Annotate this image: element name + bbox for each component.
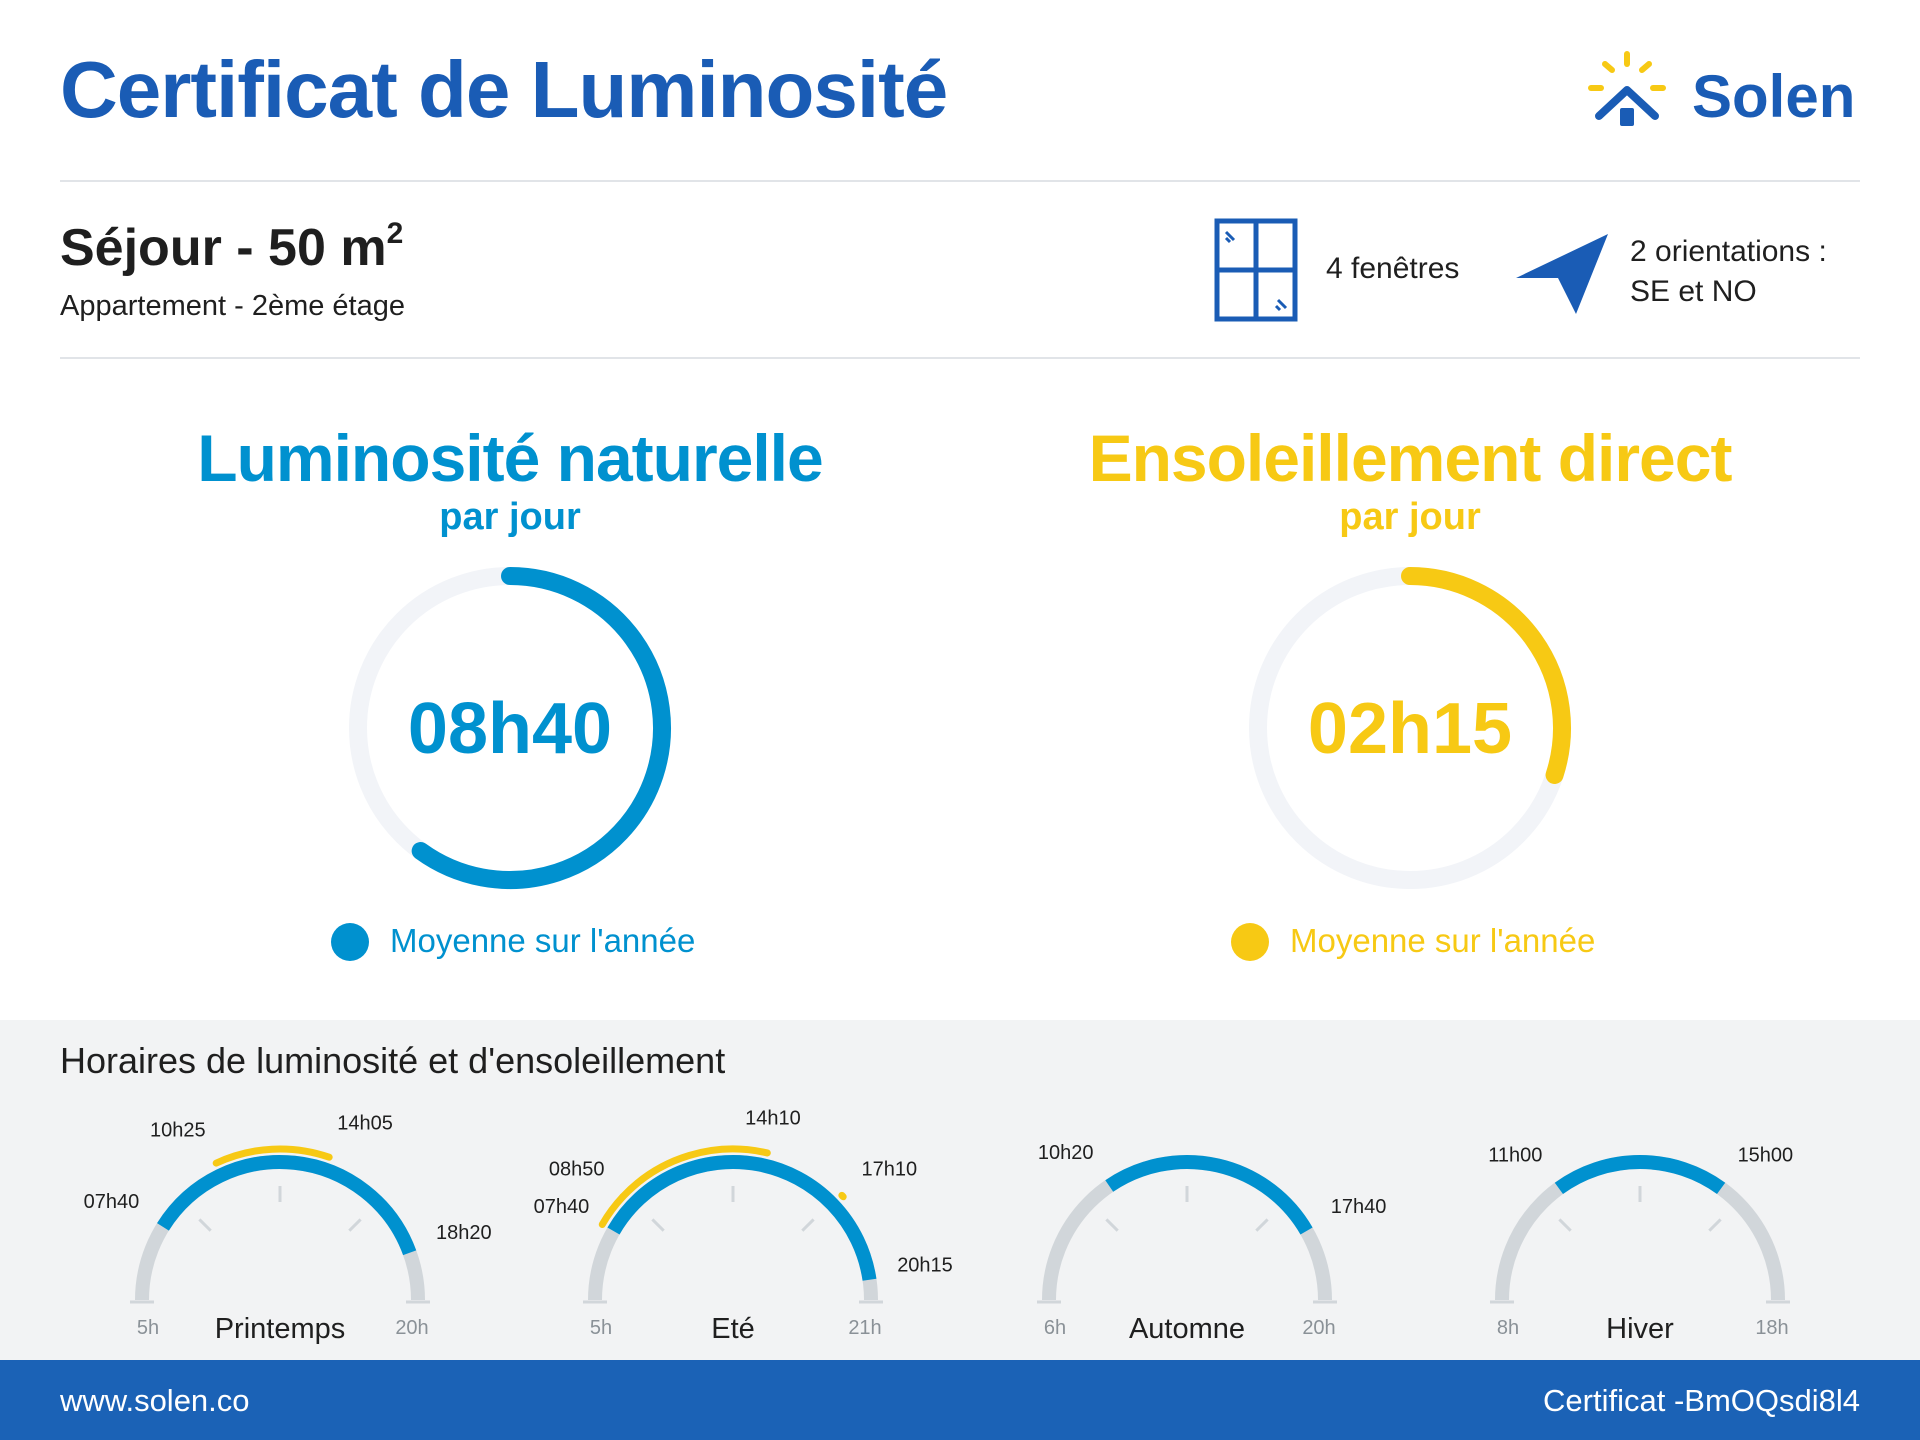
season-name: Automne [1129, 1313, 1245, 1345]
light-start-label: 10h20 [1038, 1142, 1094, 1164]
season-gauge-printemps: 07h40 18h20 10h25 14h05 5h 20h Printemps [84, 1113, 492, 1345]
sun-end-label: 17h10 [861, 1159, 917, 1181]
sun-period-arc [212, 1145, 333, 1167]
gauge-tick [651, 1218, 665, 1232]
legend-dot-light [331, 923, 369, 961]
light-start-label: 11h00 [1488, 1145, 1542, 1167]
gauge-tick [198, 1218, 212, 1232]
metric-subtitle-sun: par jour [1339, 496, 1481, 538]
legend-text-sun: Moyenne sur l'année [1290, 922, 1596, 959]
certificate-id: Certificat -BmOQsdi8l4 [1543, 1383, 1860, 1418]
metric-title-sun: Ensoleillement direct [1088, 421, 1733, 495]
gauge-end-hour: 18h [1755, 1317, 1788, 1339]
solen-logo [1588, 51, 1666, 126]
metric-subtitle-light: par jour [439, 496, 581, 538]
gauge-tick [1105, 1218, 1119, 1232]
gauge-track [1495, 1155, 1785, 1301]
season-gauge-hiver: 11h00 15h00 8h 18h Hiver [1488, 1145, 1794, 1345]
gauge-tick [1558, 1218, 1572, 1232]
orientation-line-1: 2 orientations : [1630, 235, 1827, 268]
sun-duration-value: 02h15 [1307, 689, 1513, 769]
schedule-panel [0, 1020, 1920, 1360]
light-period-arc [1554, 1155, 1726, 1195]
schedule-title: Horaires de luminosité et d'ensoleilleme… [60, 1040, 726, 1081]
sun-end-label: 14h10 [745, 1108, 801, 1130]
light-period-arc [157, 1155, 417, 1256]
sun-icon [1588, 51, 1666, 91]
orientation-label: 2 orientations : SE et NO [1630, 232, 1827, 312]
footer-bar [0, 1360, 1920, 1440]
gauge-tick [801, 1218, 815, 1232]
room-subtitle: Appartement - 2ème étage [60, 290, 405, 322]
brand-name: Solen [1692, 63, 1856, 130]
season-gauge-ete: 07h40 20h15 08h50 14h10 17h10 5h 21h Eté [534, 1108, 953, 1345]
light-end-label: 15h00 [1738, 1145, 1794, 1167]
orientation-arrow-icon [1516, 234, 1608, 314]
light-start-label: 07h40 [84, 1191, 140, 1213]
light-period-arc [607, 1155, 877, 1281]
room-title-text: Séjour - 50 m [60, 219, 387, 277]
sun-start-label: 10h25 [150, 1119, 206, 1141]
windows-count: 4 fenêtres [1326, 252, 1460, 285]
gauge-tick [1708, 1218, 1722, 1232]
divider [60, 180, 1860, 182]
gauge-tick [348, 1218, 362, 1232]
page-title: Certificat de Luminosité [60, 45, 948, 134]
light-end-label: 17h40 [1331, 1196, 1387, 1218]
room-area-exponent: 2 [386, 216, 404, 250]
divider [60, 357, 1860, 359]
gauge-track [135, 1155, 425, 1301]
sun-period-arc [838, 1191, 847, 1201]
metric-title-light: Luminosité naturelle [197, 421, 823, 495]
sun-period-arc [619, 1145, 771, 1201]
footer-website-link[interactable]: www.solen.co [60, 1383, 250, 1418]
house-icon [1595, 86, 1659, 126]
room-title: Séjour - 50 m2 [60, 216, 404, 278]
gauge-start-hour: 8h [1497, 1317, 1519, 1339]
gauge-end-hour: 20h [395, 1317, 428, 1339]
light-duration-value: 08h40 [407, 689, 613, 769]
gauge-tick [1255, 1218, 1269, 1232]
legend-text-light: Moyenne sur l'année [390, 922, 696, 959]
season-name: Hiver [1606, 1313, 1674, 1345]
ring-progress [1401, 567, 1571, 784]
light-end-label: 20h15 [897, 1255, 953, 1277]
light-start-label: 07h40 [534, 1196, 590, 1218]
light-period-arc [1105, 1155, 1313, 1235]
sun-ring-chart [1249, 567, 1571, 889]
light-ring-chart [349, 567, 671, 889]
light-end-label: 18h20 [436, 1222, 492, 1244]
legend-dot-sun [1231, 923, 1269, 961]
season-name: Eté [711, 1313, 755, 1345]
sun-end-label: 08h50 [549, 1159, 605, 1181]
gauge-start-hour: 5h [137, 1317, 159, 1339]
ring-progress [411, 567, 671, 889]
season-name: Printemps [215, 1313, 346, 1345]
gauge-track [1042, 1155, 1332, 1301]
gauge-start-hour: 6h [1044, 1317, 1066, 1339]
season-gauge-automne: 10h20 17h40 6h 20h Automne [1037, 1142, 1387, 1345]
gauge-end-hour: 21h [848, 1317, 881, 1339]
window-icon [1214, 218, 1298, 322]
gauge-end-hour: 20h [1302, 1317, 1335, 1339]
sun-end-label: 14h05 [337, 1113, 393, 1135]
orientation-line-2: SE et NO [1630, 275, 1757, 308]
gauge-start-hour: 5h [590, 1317, 612, 1339]
